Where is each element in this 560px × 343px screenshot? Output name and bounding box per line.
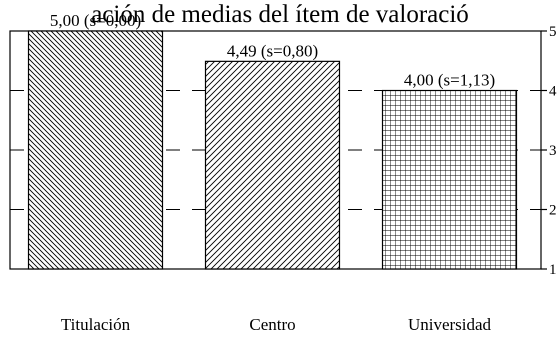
y-axis-ticks: 1 2 3 4 5 — [541, 24, 557, 278]
y-tick-label: 2 — [549, 203, 557, 219]
x-tick-label: Centro — [249, 315, 295, 334]
data-label: 5,00 (s=0,00) — [50, 11, 141, 30]
x-axis-labels: Titulación Centro Universidad — [61, 315, 492, 334]
bar-titulación — [27, 30, 164, 270]
data-label: 4,00 (s=1,13) — [404, 71, 495, 90]
chart-title: ación de medias del ítem de valoració — [91, 1, 469, 28]
bar-universidad — [381, 89, 518, 270]
x-tick-label: Universidad — [408, 315, 492, 334]
y-tick-label: 3 — [549, 143, 557, 159]
bar-centro — [204, 60, 341, 270]
y-tick-label: 4 — [549, 84, 557, 100]
y-tick-label: 5 — [549, 24, 557, 40]
x-tick-label: Titulación — [61, 315, 131, 334]
bars-group: 5,00 (s=0,00) 4,49 (s=0,80) 4,00 (s=1,13) — [27, 11, 518, 270]
y-tick-label: 1 — [549, 262, 557, 278]
data-label: 4,49 (s=0,80) — [227, 41, 318, 60]
